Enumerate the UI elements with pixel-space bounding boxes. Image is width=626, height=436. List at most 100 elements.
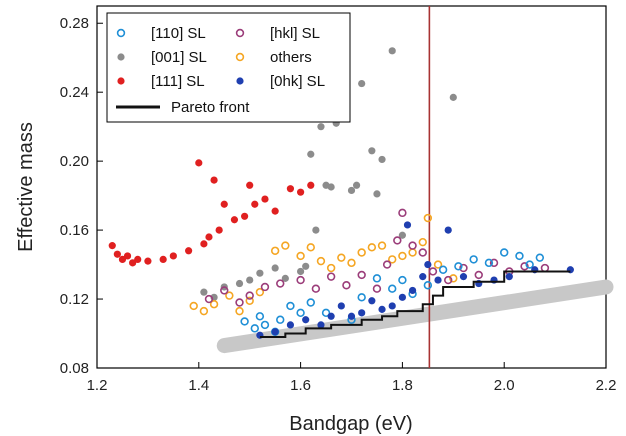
data-point-110-sl <box>276 315 285 324</box>
data-point-0hk-sl <box>368 297 376 305</box>
data-point-110-sl <box>388 284 397 293</box>
data-point-001-sl <box>256 269 264 277</box>
data-point-hkl-sl <box>276 279 285 288</box>
data-point-111-sl <box>123 252 132 260</box>
x-tick-label: 2.2 <box>596 377 617 394</box>
data-point-hkl-sl <box>372 284 382 293</box>
data-point-others <box>199 306 209 316</box>
data-point-hkl-sl <box>326 272 336 281</box>
data-point-110-sl <box>357 293 366 302</box>
legend-box <box>106 12 351 123</box>
data-point-110-sl <box>500 248 509 257</box>
data-point-111-sl <box>220 200 228 208</box>
data-point-110-sl <box>423 281 433 290</box>
data-point-hkl-sl <box>311 284 321 293</box>
data-point-0hk-sl <box>347 312 356 320</box>
data-point-001-sl <box>352 181 361 189</box>
data-point-others <box>235 306 244 316</box>
data-point-001-sl <box>317 123 325 131</box>
y-tick-label: 0.16 <box>60 222 89 239</box>
data-point-0hk-sl <box>302 316 310 324</box>
data-point-111-sl <box>200 240 208 248</box>
data-point-others <box>255 287 265 297</box>
data-point-111-sl <box>261 195 269 203</box>
data-point-0hk-sl <box>434 276 442 284</box>
data-point-hkl-sl <box>459 263 468 273</box>
data-point-0hk-sl <box>358 309 366 317</box>
data-point-others <box>209 300 219 309</box>
data-point-others <box>357 248 366 257</box>
y-tick-label: 0.12 <box>60 291 89 308</box>
data-point-hkl-sl <box>398 208 407 218</box>
x-tick-label: 1.4 <box>188 377 209 394</box>
data-point-111-sl <box>195 159 203 167</box>
data-point-110-sl <box>240 317 249 326</box>
data-point-001-sl <box>398 231 406 239</box>
data-point-110-sl <box>372 274 382 283</box>
legend-marker-hkl-sl <box>235 28 245 38</box>
data-point-others <box>225 291 234 300</box>
data-point-111-sl <box>215 226 223 234</box>
data-point-111-sl <box>205 233 213 241</box>
data-point-110-sl <box>484 258 494 268</box>
legend-label-pareto-front: Pareto front <box>171 99 250 116</box>
data-point-111-sl <box>134 255 142 263</box>
data-point-001-sl <box>449 93 457 101</box>
data-point-111-sl <box>210 176 218 184</box>
data-point-hkl-sl <box>296 275 305 285</box>
legend-marker-001-sl <box>117 53 125 61</box>
y-tick-label: 0.08 <box>60 360 89 377</box>
legend-marker-0hk-sl <box>236 77 244 85</box>
y-tick-label: 0.24 <box>60 84 89 101</box>
data-point-others <box>408 248 417 257</box>
data-point-hkl-sl <box>204 294 214 304</box>
data-point-hkl-sl <box>342 281 351 290</box>
legend-label-110-sl: [110] SL <box>151 25 206 42</box>
data-point-110-sl <box>438 265 448 274</box>
data-point-001-sl <box>368 147 376 155</box>
plot-frame <box>96 5 607 369</box>
data-point-111-sl <box>169 252 177 260</box>
data-point-others <box>347 258 356 268</box>
data-point-001-sl <box>388 47 396 55</box>
data-point-hkl-sl <box>444 275 453 285</box>
data-point-111-sl <box>118 255 127 263</box>
data-point-0hk-sl <box>286 321 295 329</box>
data-point-110-sl <box>321 308 331 318</box>
x-tick-label: 2.0 <box>494 377 515 394</box>
data-point-110-sl <box>398 275 407 285</box>
data-point-001-sl <box>281 274 289 282</box>
data-point-001-sl <box>200 288 208 296</box>
data-point-0hk-sl <box>398 293 406 301</box>
data-point-others <box>245 296 254 305</box>
y-tick-label: 0.20 <box>60 153 89 170</box>
data-point-others <box>377 241 387 250</box>
data-point-0hk-sl <box>271 328 279 336</box>
data-point-hkl-sl <box>220 286 229 295</box>
data-point-others <box>306 243 315 252</box>
x-tick-label: 1.8 <box>392 377 413 394</box>
data-point-others <box>398 251 407 261</box>
data-point-others <box>270 246 280 255</box>
y-axis-label: Effective mass <box>15 122 37 252</box>
data-point-110-sl <box>525 260 534 269</box>
y-tick-label: 0.28 <box>60 15 89 32</box>
data-point-hkl-sl <box>393 236 402 245</box>
data-point-hkl-sl <box>235 298 244 307</box>
data-point-111-sl <box>185 247 193 255</box>
data-point-110-sl <box>250 324 259 333</box>
data-point-others <box>449 274 458 283</box>
data-point-0hk-sl <box>327 312 335 320</box>
data-point-111-sl <box>113 250 121 258</box>
data-point-111-sl <box>307 181 315 189</box>
data-point-001-sl <box>246 276 254 284</box>
data-point-111-sl <box>129 259 137 267</box>
data-point-111-sl <box>286 185 295 193</box>
data-point-110-sl <box>260 320 270 330</box>
data-point-0hk-sl <box>419 273 427 281</box>
data-point-110-sl <box>306 298 315 307</box>
data-point-others <box>388 255 397 264</box>
data-point-hkl-sl <box>245 291 254 300</box>
data-point-others <box>418 237 427 247</box>
